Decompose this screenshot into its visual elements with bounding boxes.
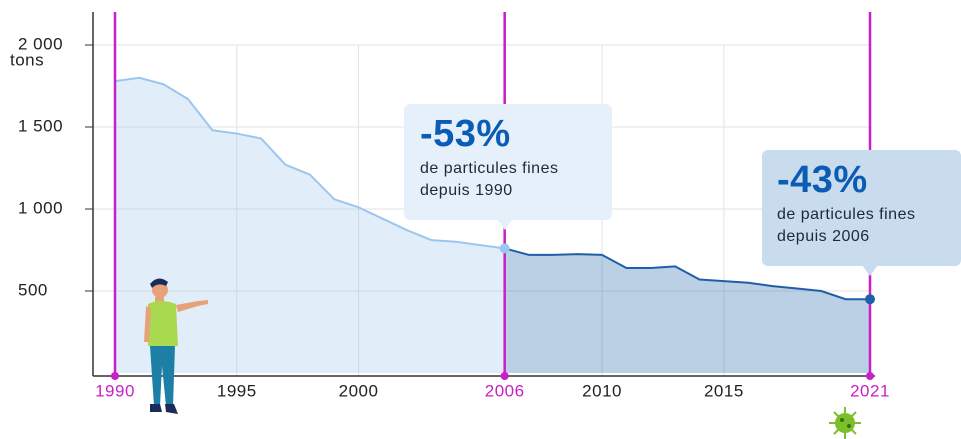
annotation-line: depuis 2006 xyxy=(777,228,870,245)
x-tick-label: 2015 xyxy=(704,381,744,400)
y-tick-label: 1 500 xyxy=(18,116,63,135)
point xyxy=(865,294,875,304)
y-tick-label: 500 xyxy=(18,280,48,299)
x-tick-label: 1990 xyxy=(95,381,135,400)
y-tick-label: 1 000 xyxy=(18,198,63,217)
x-tick-label: 2010 xyxy=(582,381,622,400)
virus-icon xyxy=(829,407,861,439)
annotation-line: de particules fines xyxy=(777,206,915,223)
callout-pointer xyxy=(497,219,513,230)
callout-pointer xyxy=(862,265,878,276)
x-tick-label: 1995 xyxy=(217,381,257,400)
x-tick-label: 2021 xyxy=(850,381,890,400)
highlight-dot xyxy=(501,372,509,380)
point xyxy=(500,243,510,253)
annotation-line: de particules fines xyxy=(420,160,558,177)
x-tick-label: 2006 xyxy=(485,381,525,400)
area-late-fill xyxy=(505,248,870,373)
chart: 2 0001 5001 0005001990199520002006201020… xyxy=(0,0,961,439)
annotation-title: -43% xyxy=(777,159,868,201)
y-axis-label: tons xyxy=(10,50,44,69)
highlight-dot xyxy=(111,372,119,380)
x-tick-label: 2000 xyxy=(339,381,379,400)
highlight-dot xyxy=(866,372,874,380)
annotation-line: depuis 1990 xyxy=(420,182,513,199)
annotation-title: -53% xyxy=(420,113,511,155)
